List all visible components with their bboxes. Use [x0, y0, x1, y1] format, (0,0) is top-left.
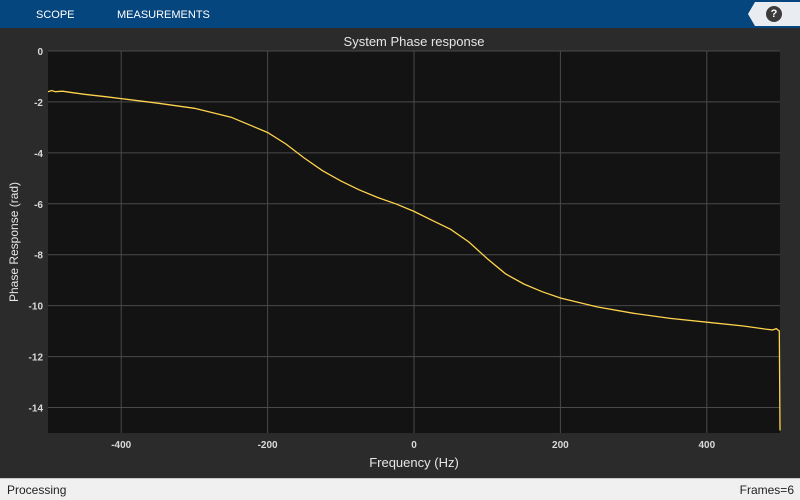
y-tick-label: -6 — [34, 200, 43, 211]
x-tick-label: 200 — [552, 440, 569, 451]
y-tick-label: -8 — [34, 251, 43, 262]
help-icon[interactable]: ? — [766, 6, 782, 22]
x-tick-label: 400 — [698, 440, 715, 451]
x-tick-label: 0 — [411, 440, 417, 451]
grid — [48, 50, 780, 433]
y-tick-label: -4 — [34, 149, 43, 160]
tab-measurements[interactable]: MEASUREMENTS — [117, 9, 210, 21]
status-bar: Processing Frames=6 — [0, 478, 800, 500]
y-tick-label: -12 — [29, 353, 44, 364]
y-tick-label: -14 — [29, 404, 44, 415]
x-axis-label: Frequency (Hz) — [369, 455, 459, 470]
status-text: Processing — [7, 483, 67, 497]
frame-count: Frames=6 — [739, 483, 794, 497]
y-tick-label: -2 — [34, 98, 43, 109]
phase-response-line — [47, 89, 781, 431]
help-panel: ? — [748, 2, 800, 26]
toolstrip: SCOPE MEASUREMENTS ? — [0, 0, 800, 28]
y-axis-label: Phase Response (rad) — [7, 182, 21, 302]
plot-area: System Phase response -400 -200 0 200 400 0 -2… — [0, 28, 800, 478]
x-tick-label: -400 — [111, 440, 131, 451]
y-tick-label: 0 — [37, 47, 43, 58]
y-tick-label: -10 — [29, 302, 44, 313]
x-tick-label: -200 — [258, 440, 278, 451]
tick-labels: -400 -200 0 200 400 0 -2 -4 -6 -8 -10 -12 -14 — [29, 47, 716, 451]
chart-title: System Phase response — [344, 34, 485, 49]
phase-response-chart: System Phase response -400 -200 0 200 400 0 -2… — [7, 34, 781, 470]
tab-scope[interactable]: SCOPE — [36, 9, 75, 21]
